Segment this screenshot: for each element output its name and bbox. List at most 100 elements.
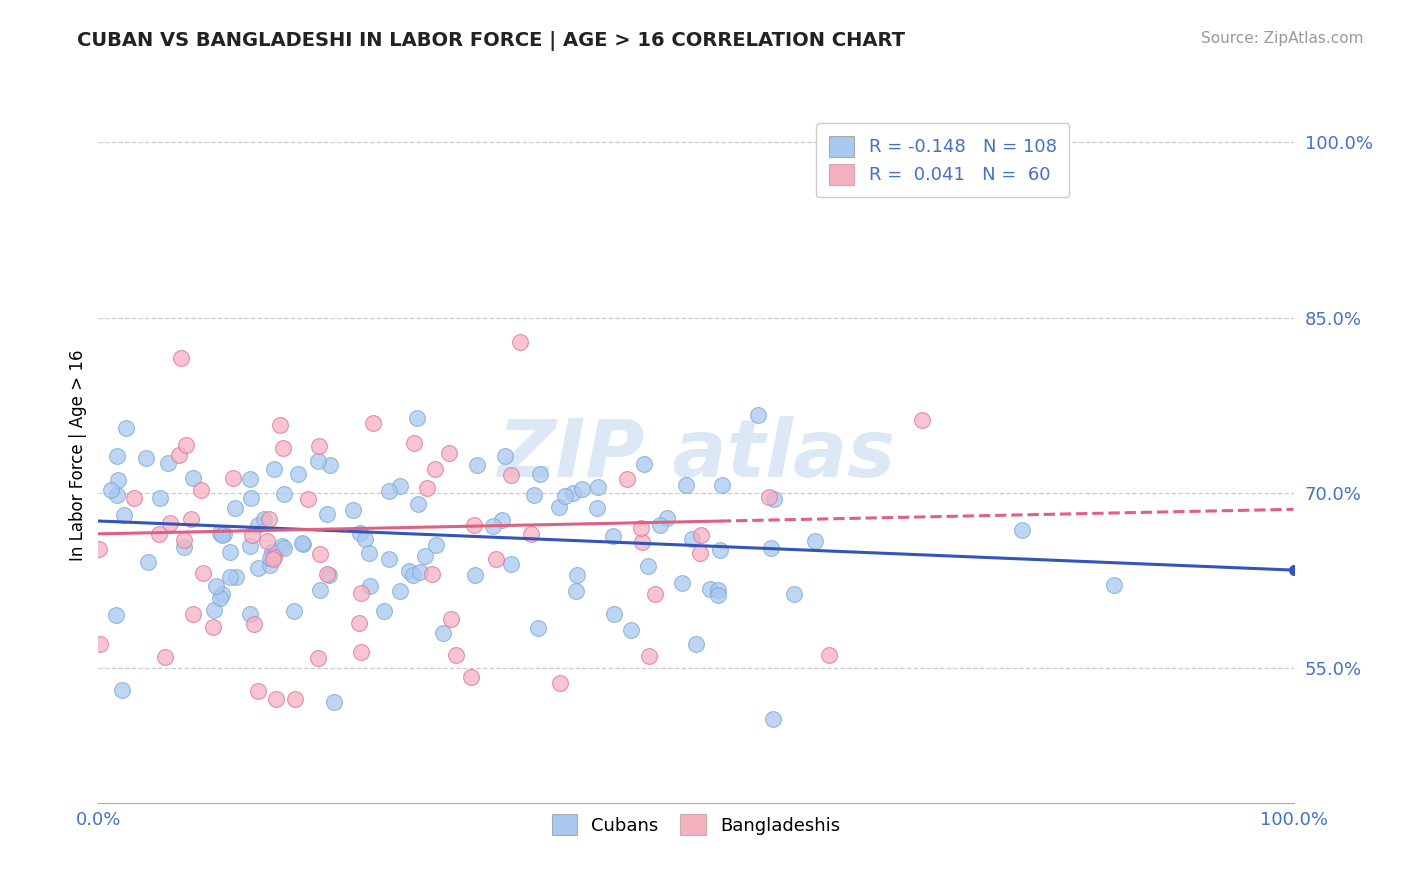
Point xyxy=(173,541,195,555)
Point xyxy=(499,557,522,571)
Point xyxy=(263,550,285,565)
Point xyxy=(260,545,283,559)
Point xyxy=(259,558,281,572)
Point xyxy=(183,471,205,485)
Point xyxy=(246,518,269,533)
Point xyxy=(571,482,593,496)
Point xyxy=(191,566,214,580)
Point xyxy=(209,591,232,605)
Point xyxy=(444,648,467,662)
Point xyxy=(762,491,785,506)
Point xyxy=(270,539,292,553)
Point xyxy=(644,587,666,601)
Point xyxy=(409,565,432,579)
Point xyxy=(803,534,825,549)
Point xyxy=(239,539,262,553)
Point xyxy=(911,413,934,427)
Point xyxy=(437,446,460,460)
Point xyxy=(378,484,401,499)
Point xyxy=(465,458,488,472)
Point xyxy=(225,570,247,584)
Point xyxy=(224,500,246,515)
Point xyxy=(413,549,436,563)
Text: CUBAN VS BANGLADESHI IN LABOR FORCE | AGE > 16 CORRELATION CHART: CUBAN VS BANGLADESHI IN LABOR FORCE | AG… xyxy=(77,31,905,51)
Point xyxy=(440,612,463,626)
Point xyxy=(319,458,342,473)
Point xyxy=(519,527,541,541)
Point xyxy=(707,589,730,603)
Point xyxy=(174,438,197,452)
Point xyxy=(675,477,697,491)
Point xyxy=(616,472,638,486)
Point xyxy=(398,564,420,578)
Point xyxy=(783,586,806,600)
Point xyxy=(491,513,513,527)
Point xyxy=(219,570,242,584)
Point xyxy=(283,604,305,618)
Point xyxy=(347,616,370,631)
Point xyxy=(247,561,270,575)
Point xyxy=(485,552,508,566)
Point xyxy=(373,604,395,618)
Point xyxy=(315,567,337,582)
Text: Source: ZipAtlas.com: Source: ZipAtlas.com xyxy=(1201,31,1364,46)
Point xyxy=(202,603,225,617)
Point xyxy=(526,621,548,635)
Point xyxy=(529,467,551,481)
Point xyxy=(259,551,281,566)
Point xyxy=(204,579,226,593)
Point xyxy=(357,546,380,560)
Point xyxy=(239,473,262,487)
Point xyxy=(157,457,180,471)
Point xyxy=(105,607,128,622)
Point xyxy=(159,516,181,530)
Point xyxy=(464,568,486,582)
Point xyxy=(284,692,307,706)
Point xyxy=(553,489,575,503)
Point xyxy=(633,457,655,471)
Point xyxy=(211,527,233,541)
Point xyxy=(747,409,769,423)
Point xyxy=(308,547,330,561)
Point xyxy=(499,467,522,482)
Point xyxy=(135,451,157,466)
Point xyxy=(263,462,285,476)
Point xyxy=(602,529,624,543)
Point xyxy=(318,568,340,582)
Point xyxy=(657,510,679,524)
Point xyxy=(239,607,262,621)
Point xyxy=(307,454,329,468)
Point xyxy=(209,525,232,540)
Point xyxy=(637,649,659,664)
Point xyxy=(620,623,643,637)
Point xyxy=(105,450,128,464)
Point xyxy=(211,587,233,601)
Point xyxy=(402,436,425,450)
Point xyxy=(271,441,294,455)
Point xyxy=(202,620,225,634)
Point xyxy=(425,538,447,552)
Point xyxy=(273,487,295,501)
Point xyxy=(637,559,659,574)
Point xyxy=(148,527,170,541)
Point xyxy=(631,535,654,549)
Y-axis label: In Labor Force | Age > 16: In Labor Force | Age > 16 xyxy=(69,349,87,561)
Point xyxy=(180,512,202,526)
Point xyxy=(818,648,841,662)
Point xyxy=(291,537,314,551)
Point xyxy=(707,583,730,598)
Point xyxy=(256,533,278,548)
Point xyxy=(169,351,191,366)
Point xyxy=(548,500,571,515)
Point xyxy=(482,518,505,533)
Point xyxy=(759,541,782,556)
Point xyxy=(350,585,373,599)
Point xyxy=(273,541,295,556)
Point xyxy=(219,545,242,559)
Point xyxy=(308,583,330,598)
Point xyxy=(562,485,585,500)
Point xyxy=(681,533,703,547)
Point xyxy=(460,670,482,684)
Point xyxy=(100,483,122,497)
Point xyxy=(222,471,245,485)
